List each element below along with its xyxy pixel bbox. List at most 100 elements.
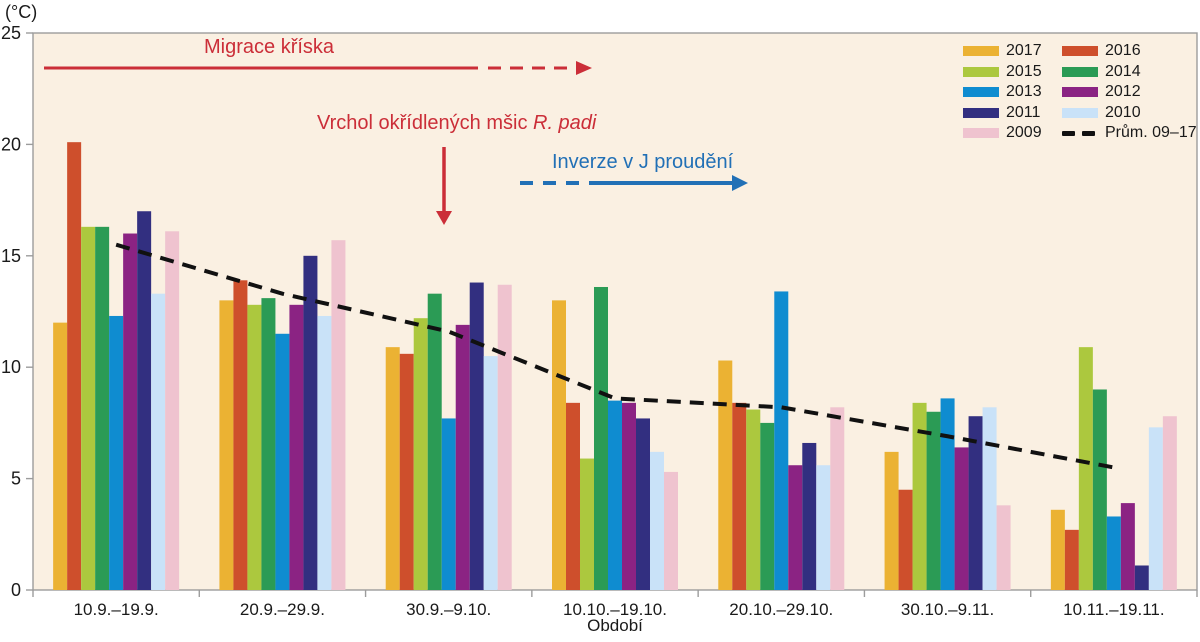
- bar-2009-period-5: [830, 407, 845, 590]
- legend-label: 2011: [1006, 103, 1041, 121]
- bar-2011-period-6: [968, 416, 983, 590]
- y-tick-label: 15: [1, 246, 21, 266]
- annotation-inverze-proudeni: Inverze v J proudění: [552, 151, 733, 174]
- bar-2011-period-2: [303, 255, 318, 591]
- bar-2016-period-6: [898, 489, 913, 590]
- legend-color-swatch-icon: [963, 128, 999, 139]
- legend-color-swatch-icon: [963, 107, 999, 118]
- bar-2010-period-1: [151, 293, 166, 590]
- y-tick-label: 25: [1, 23, 21, 43]
- bar-2015-period-4: [580, 458, 594, 590]
- bar-2016-period-1: [67, 142, 82, 590]
- x-tick-label: 10.9.–19.9.: [74, 600, 159, 619]
- bar-2016-period-7: [1064, 529, 1079, 590]
- bar-2012-period-4: [622, 402, 636, 590]
- bar-2014-period-1: [95, 226, 110, 590]
- bar-2014-period-3: [427, 293, 442, 590]
- bar-2012-period-5: [788, 465, 803, 590]
- bar-2009-period-3: [497, 284, 512, 590]
- bar-2013-period-3: [441, 418, 456, 590]
- legend-item-2009: 2009: [963, 124, 1062, 142]
- legend-label: Prům. 09–17: [1105, 124, 1197, 142]
- legend-dash-swatch-icon: [1062, 131, 1098, 136]
- bar-2009-period-6: [996, 505, 1011, 590]
- bar-2017-period-4: [552, 300, 566, 590]
- legend-color-swatch-icon: [1062, 66, 1098, 77]
- bar-2017-period-7: [1050, 509, 1065, 590]
- x-tick-label: 20.9.–29.9.: [240, 600, 325, 619]
- bar-2009-period-2: [331, 240, 346, 591]
- annotation-vrchol-text: Vrchol okřídlených mšic: [317, 112, 533, 134]
- y-axis-unit-label: (°C): [5, 2, 38, 22]
- bar-2015-period-6: [912, 402, 927, 590]
- bar-2012-period-6: [954, 447, 969, 590]
- bar-2015-period-7: [1078, 347, 1093, 590]
- legend-label: 2012: [1105, 83, 1141, 101]
- annotation-vrchol-species: R. padi: [533, 112, 597, 134]
- y-tick-label: 10: [1, 357, 21, 377]
- legend-label: 2016: [1105, 42, 1141, 60]
- bar-2010-period-2: [317, 315, 332, 590]
- legend-color-swatch-icon: [963, 87, 999, 98]
- legend-item-2011: 2011: [963, 104, 1062, 122]
- bar-2014-period-2: [261, 298, 276, 590]
- bar-2011-period-5: [802, 442, 817, 590]
- bar-2011-period-7: [1134, 565, 1149, 590]
- legend-color-swatch-icon: [1062, 46, 1098, 57]
- legend-label: 2010: [1105, 103, 1141, 121]
- legend-label: 2013: [1006, 83, 1042, 101]
- x-tick-label: 20.10.–29.10.: [729, 600, 833, 619]
- bar-2013-period-4: [608, 400, 622, 590]
- bar-2011-period-3: [469, 282, 484, 590]
- annotation-vrchol-msic: Vrchol okřídlených mšic R. padi: [317, 112, 596, 135]
- migrace-arrowhead-icon: [576, 61, 592, 75]
- legend-label: 2017: [1006, 42, 1042, 60]
- legend-item-Pr-m-09-17: Prům. 09–17: [1062, 124, 1197, 142]
- bar-2010-period-7: [1148, 427, 1163, 590]
- bar-2013-period-6: [940, 398, 955, 590]
- bar-2012-period-1: [123, 233, 138, 590]
- legend-label: 2014: [1105, 62, 1141, 80]
- bar-2017-period-2: [219, 300, 234, 590]
- bar-2014-period-4: [594, 286, 608, 590]
- bar-2009-period-1: [165, 231, 180, 591]
- bar-2012-period-3: [455, 324, 470, 590]
- bar-2013-period-1: [109, 315, 124, 590]
- x-tick-label: 10.10.–19.10.: [563, 600, 667, 619]
- average-line: [115, 242, 1115, 470]
- legend-item-2012: 2012: [1062, 83, 1197, 101]
- bar-2009-period-7: [1162, 416, 1177, 590]
- y-tick-label: 5: [11, 469, 21, 489]
- legend-color-swatch-icon: [1062, 87, 1098, 98]
- x-tick-label: 30.9.–9.10.: [406, 600, 491, 619]
- x-tick-label: 10.11.–19.11.: [1063, 600, 1164, 619]
- bar-2014-period-6: [926, 411, 941, 590]
- annotation-migrace-kriska: Migrace kříska: [204, 36, 334, 59]
- bar-2014-period-7: [1092, 389, 1107, 590]
- bar-2011-period-1: [137, 211, 152, 591]
- bar-2015-period-3: [413, 318, 428, 590]
- legend-item-2010: 2010: [1062, 104, 1197, 122]
- y-tick-label: 0: [11, 580, 21, 600]
- legend-label: 2009: [1006, 124, 1042, 142]
- inverze-arrowhead-icon: [732, 175, 748, 191]
- bar-2017-period-5: [718, 360, 733, 590]
- bar-2011-period-4: [636, 418, 650, 590]
- bar-2017-period-3: [385, 347, 400, 590]
- vrchol-arrowhead-icon: [436, 211, 452, 225]
- legend-color-swatch-icon: [963, 66, 999, 77]
- y-tick-label: 20: [1, 134, 21, 154]
- bar-2017-period-6: [884, 451, 899, 590]
- legend-label: 2015: [1006, 62, 1042, 80]
- bar-2012-period-2: [289, 304, 304, 590]
- bar-2017-period-1: [53, 322, 68, 590]
- legend: 2017 2016 2015 2014 2013 2012 2011 2010 2009 Prům…: [963, 41, 1197, 144]
- legend-item-2017: 2017: [963, 42, 1062, 60]
- legend-item-2014: 2014: [1062, 63, 1197, 81]
- bar-2015-period-5: [746, 409, 761, 590]
- bar-2010-period-4: [650, 451, 664, 590]
- annotation-migrace-text: Migrace kříska: [204, 36, 335, 58]
- bar-2016-period-5: [732, 402, 747, 590]
- bar-2016-period-4: [566, 402, 580, 590]
